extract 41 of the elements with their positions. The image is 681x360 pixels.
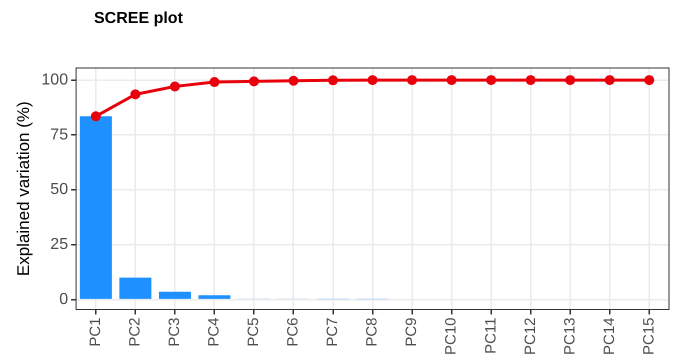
- point: [446, 75, 457, 86]
- point: [604, 75, 615, 86]
- y-tick-label: 75: [50, 126, 68, 144]
- x-tick-label: PC4: [206, 317, 223, 347]
- point: [526, 75, 536, 86]
- x-tick-label: PC3: [166, 317, 184, 347]
- point: [644, 75, 654, 86]
- bar: [80, 116, 112, 299]
- chart-title: SCREE plot: [94, 10, 183, 28]
- y-tick-label: 50: [50, 181, 68, 198]
- x-tick-label: PC13: [561, 317, 578, 356]
- x-tick-label: PC5: [245, 317, 262, 347]
- x-tick-label: PC2: [126, 317, 144, 347]
- x-tick-label: PC14: [600, 317, 618, 356]
- point: [486, 75, 496, 86]
- point: [407, 75, 418, 86]
- x-tick-label: PC8: [364, 317, 381, 347]
- point: [90, 111, 101, 122]
- bar: [198, 295, 230, 299]
- point: [170, 81, 180, 92]
- point: [328, 75, 338, 86]
- x-tick-label: PC6: [284, 317, 302, 347]
- x-tick-label: PC15: [640, 317, 658, 356]
- y-tick-label: 25: [50, 236, 68, 254]
- point: [368, 75, 378, 86]
- point: [130, 89, 140, 100]
- point: [248, 76, 259, 86]
- bar: [158, 292, 191, 299]
- point: [565, 75, 576, 86]
- y-tick-label: 0: [59, 291, 68, 308]
- x-tick-label: PC1: [87, 317, 104, 347]
- bar: [119, 278, 152, 299]
- x-tick-label: PC11: [482, 317, 500, 354]
- point: [288, 76, 298, 86]
- x-tick-label: PC10: [442, 317, 460, 356]
- x-tick-label: PC7: [324, 317, 342, 347]
- point: [209, 77, 220, 88]
- y-tick-label: 100: [41, 71, 68, 88]
- x-tick-label: PC9: [403, 317, 420, 347]
- y-axis-title: Explained variation (%): [14, 101, 33, 276]
- x-tick-label: PC12: [522, 317, 539, 356]
